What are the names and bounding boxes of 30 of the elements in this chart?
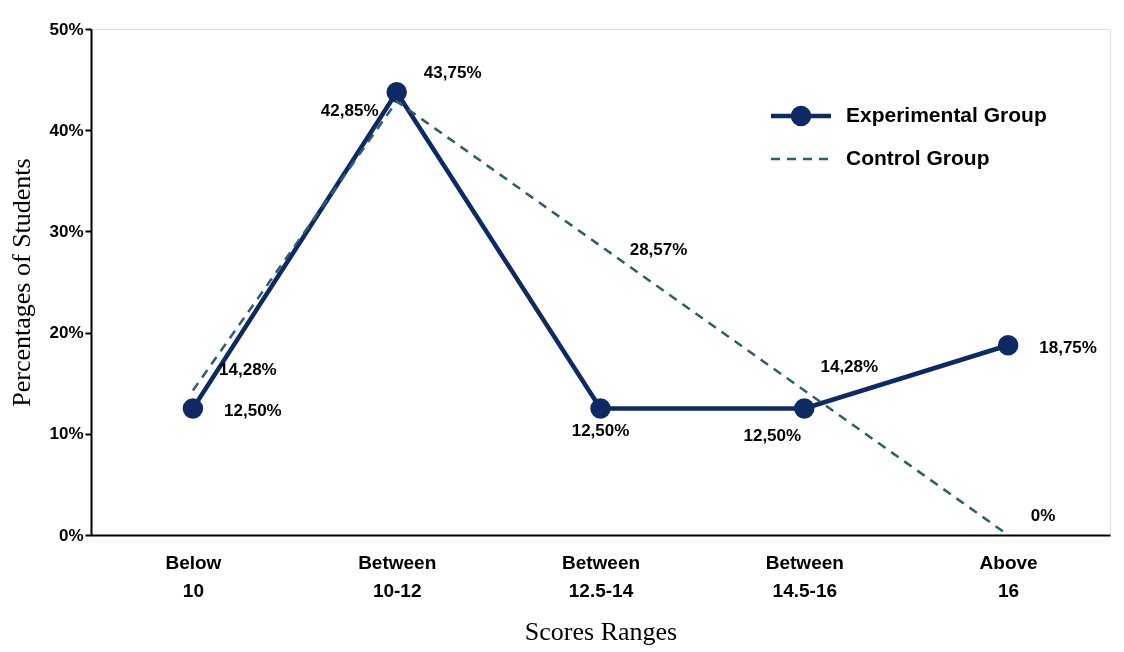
data-label: 12,50% (743, 425, 802, 445)
legend-label: Experimental Group (846, 103, 1047, 126)
data-label: 14,28% (820, 357, 879, 377)
x-tick-label: Below 10 (165, 551, 222, 601)
point (590, 398, 611, 419)
y-tick-label: 40% (49, 120, 84, 140)
point (794, 398, 815, 419)
point (997, 335, 1019, 356)
x-tick-label: Between 12.5-14 (561, 551, 641, 601)
data-label: 12,50% (224, 400, 282, 420)
x-axis-title: Scores Ranges (524, 616, 678, 646)
x-tick-label: Between 10-12 (358, 551, 437, 601)
point (386, 82, 407, 103)
x-tick-label: Between 14.5-16 (765, 551, 844, 601)
y-tick-label: 10% (49, 424, 84, 444)
data-label: 0% (1030, 506, 1056, 525)
data-label: 42,85% (320, 101, 379, 121)
y-axis-title: Percentages of Students (7, 158, 37, 407)
legend-label: Control Group (846, 146, 990, 169)
data-label: 14,28% (219, 360, 277, 380)
y-tick-label: 20% (49, 323, 84, 343)
y-tick-label: 50% (49, 19, 84, 39)
y-tick-label: 0% (58, 525, 84, 545)
point (182, 398, 204, 419)
y-tick-label: 30% (49, 221, 84, 241)
data-label: 28,57% (629, 239, 688, 259)
data-label: 43,75% (423, 63, 482, 83)
data-label: 12,50% (571, 420, 630, 440)
data-label: 18,75% (1039, 338, 1097, 358)
x-tick-label: Above 16 (979, 551, 1038, 601)
